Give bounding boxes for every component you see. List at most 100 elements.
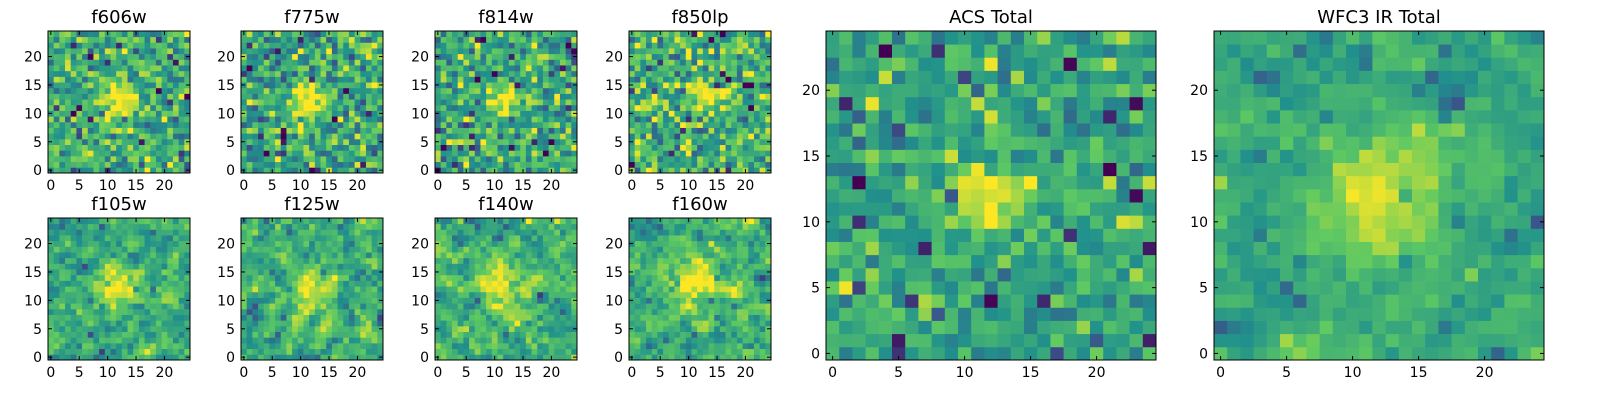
heatmap-cell	[548, 303, 555, 310]
heatmap-cell	[651, 354, 658, 361]
heatmap-cell	[360, 161, 367, 168]
heatmap-cell	[258, 354, 265, 361]
heatmap-cell	[708, 308, 715, 315]
heatmap-cell	[354, 53, 361, 60]
heatmap-cell	[292, 144, 299, 151]
heatmap-cell	[571, 161, 578, 168]
heatmap-cell	[759, 127, 766, 134]
heatmap-cell	[138, 235, 145, 242]
heatmap-cell	[241, 235, 248, 242]
heatmap-cell	[520, 308, 527, 315]
heatmap-cell	[554, 252, 561, 259]
heatmap-cell	[486, 280, 493, 287]
heatmap-cell	[531, 291, 538, 298]
heatmap-cell	[354, 320, 361, 327]
heatmap-cell	[742, 297, 749, 304]
heatmap-cell	[480, 53, 487, 60]
heatmap-cell	[491, 348, 498, 355]
heatmap-cell	[116, 325, 123, 332]
heatmap-cell	[354, 342, 361, 350]
heatmap-cell	[155, 348, 162, 355]
heatmap-cell	[629, 59, 636, 66]
heatmap-cell	[474, 76, 481, 83]
heatmap-cell	[491, 82, 498, 89]
heatmap-cell	[708, 331, 715, 338]
heatmap-cell	[565, 31, 572, 38]
heatmap-cell	[121, 127, 128, 134]
heatmap-cell	[138, 286, 145, 293]
heatmap-cell	[184, 65, 191, 72]
heatmap-cell	[99, 65, 106, 72]
heatmap-cell	[241, 104, 248, 111]
heatmap-cell	[571, 223, 578, 230]
heatmap-cell	[452, 87, 459, 94]
heatmap-cell	[184, 133, 191, 140]
heatmap-cell	[280, 82, 287, 89]
heatmap-cell	[337, 110, 344, 117]
heatmap-cell	[331, 269, 338, 276]
heatmap-cell	[559, 229, 567, 236]
heatmap-cell	[503, 263, 510, 270]
heatmap-cell	[87, 121, 94, 128]
heatmap-cell	[742, 59, 749, 66]
heatmap-cell	[65, 31, 72, 38]
heatmap-cell	[331, 342, 338, 350]
heatmap-cell	[497, 116, 504, 123]
heatmap-cell	[377, 280, 384, 287]
heatmap-cell	[514, 127, 521, 134]
heatmap-cell	[48, 229, 55, 236]
heatmap-cell	[759, 354, 766, 361]
heatmap-cell	[446, 99, 453, 106]
heatmap-cell	[155, 303, 162, 310]
heatmap-cell	[331, 308, 338, 315]
heatmap-cell	[640, 167, 647, 174]
heatmap-cell	[252, 269, 259, 276]
heatmap-cell	[537, 76, 544, 83]
heatmap-cell	[326, 48, 333, 55]
heatmap-cell	[184, 76, 191, 83]
heatmap-cell	[531, 354, 538, 361]
heatmap-cell	[269, 42, 276, 49]
heatmap-cell	[320, 59, 327, 66]
heatmap-cell	[674, 314, 681, 321]
heatmap-cell	[725, 161, 732, 168]
heatmap-cell	[348, 82, 355, 89]
heatmap-cell	[331, 263, 338, 270]
heatmap-cell	[348, 150, 355, 157]
heatmap-cell	[554, 235, 561, 242]
heatmap-cell	[76, 121, 83, 128]
heatmap-cell	[646, 133, 653, 140]
heatmap-cell	[708, 354, 715, 361]
heatmap-cell	[537, 99, 544, 106]
heatmap-cell	[70, 331, 77, 338]
heatmap-cell	[172, 110, 180, 117]
heatmap-cell	[765, 70, 772, 77]
heatmap-cell	[736, 155, 743, 163]
heatmap-cell	[275, 269, 282, 276]
heatmap-cell	[765, 48, 772, 55]
heatmap-cell	[309, 155, 316, 163]
heatmap-cell	[759, 36, 766, 43]
heatmap-cell	[719, 138, 726, 145]
heatmap-cell	[337, 280, 344, 287]
heatmap-cell	[246, 82, 253, 89]
heatmap-cell	[697, 297, 704, 304]
heatmap-cell	[697, 337, 704, 344]
heatmap-cell	[759, 150, 766, 157]
heatmap-cell	[133, 99, 140, 106]
heatmap-cell	[178, 257, 185, 264]
heatmap-cell	[314, 235, 321, 242]
heatmap-cell	[150, 280, 157, 287]
heatmap-cell	[663, 42, 670, 49]
heatmap-cell	[640, 53, 647, 60]
heatmap-cell	[497, 70, 504, 77]
heatmap-cell	[571, 121, 578, 128]
heatmap-cell	[542, 331, 549, 338]
heatmap-cell	[537, 325, 544, 332]
heatmap-cell	[161, 155, 168, 163]
heatmap-cell	[144, 218, 151, 225]
heatmap-cell	[503, 110, 510, 117]
heatmap-cell	[371, 127, 378, 134]
heatmap-cell	[178, 291, 185, 298]
heatmap-cell	[365, 121, 373, 128]
